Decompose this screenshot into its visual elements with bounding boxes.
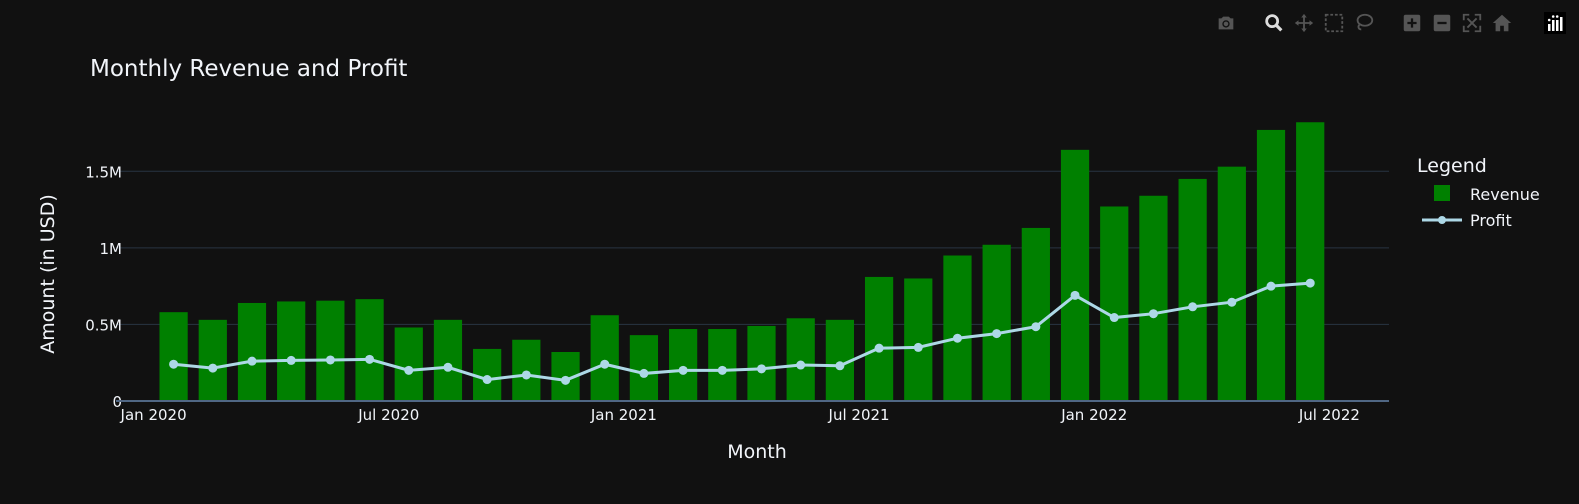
profit-point[interactable] (1188, 302, 1198, 312)
legend-revenue-swatch (1434, 185, 1450, 201)
y-tick-label: 1.5M (85, 163, 122, 181)
legend-item-revenue[interactable]: Revenue (1434, 185, 1540, 204)
revenue-bar[interactable] (159, 312, 188, 401)
x-tick-label: Jul 2021 (828, 406, 890, 424)
zoom-icon[interactable] (1259, 10, 1289, 36)
lasso-icon[interactable] (1349, 10, 1379, 36)
revenue-bar[interactable] (1178, 178, 1207, 401)
profit-point[interactable] (247, 356, 257, 366)
profit-point[interactable] (365, 354, 375, 364)
revenue-bar[interactable] (473, 348, 502, 401)
revenue-bar[interactable] (1021, 227, 1050, 401)
profit-line-path[interactable] (173, 281, 1311, 382)
profit-point[interactable] (600, 359, 610, 369)
profit-point[interactable] (1031, 322, 1041, 332)
x-axis-title: Month (727, 441, 787, 463)
revenue-bar[interactable] (708, 329, 737, 401)
profit-point[interactable] (443, 362, 453, 372)
legend-revenue-label: Revenue (1470, 185, 1540, 204)
revenue-bar[interactable] (198, 319, 227, 401)
profit-point[interactable] (678, 365, 688, 375)
revenue-bar[interactable] (943, 255, 972, 402)
profit-point[interactable] (1305, 278, 1315, 288)
chart-title: Monthly Revenue and Profit (90, 56, 407, 82)
plotly-logo-icon[interactable] (1543, 11, 1567, 35)
profit-point[interactable] (325, 355, 335, 365)
profit-point[interactable] (1266, 281, 1276, 291)
profit-point[interactable] (1148, 309, 1158, 319)
profit-point[interactable] (482, 375, 492, 385)
legend-item-profit[interactable]: Profit (1422, 211, 1512, 230)
profit-point[interactable] (561, 375, 571, 385)
revenue-bars[interactable] (159, 122, 1325, 402)
revenue-bar[interactable] (237, 302, 267, 401)
autoscale-icon[interactable] (1457, 10, 1487, 36)
x-tick-label: Jan 2022 (1060, 406, 1127, 424)
legend-profit-label: Profit (1470, 211, 1512, 230)
legend: Legend Revenue Profit (1417, 155, 1540, 230)
profit-point[interactable] (952, 333, 962, 343)
revenue-bar[interactable] (1060, 149, 1090, 401)
revenue-bar[interactable] (669, 329, 698, 401)
box-select-icon[interactable] (1319, 10, 1349, 36)
y-tick-label: 1M (100, 240, 123, 258)
x-tick-label: Jan 2021 (590, 406, 657, 424)
profit-line[interactable] (169, 278, 1315, 385)
revenue-bar[interactable] (786, 318, 815, 401)
profit-point[interactable] (835, 361, 845, 371)
pan-icon[interactable] (1289, 10, 1319, 36)
modebar (1193, 10, 1567, 36)
profit-point[interactable] (208, 363, 218, 373)
profit-point[interactable] (404, 365, 414, 375)
revenue-bar[interactable] (1100, 206, 1129, 401)
profit-point[interactable] (717, 365, 727, 375)
home-icon[interactable] (1487, 10, 1517, 36)
revenue-bar[interactable] (316, 300, 345, 401)
profit-point[interactable] (1227, 297, 1237, 307)
profit-point[interactable] (1109, 313, 1119, 323)
profit-point[interactable] (992, 329, 1002, 339)
revenue-bar[interactable] (1296, 122, 1325, 402)
profit-point[interactable] (639, 368, 649, 378)
x-tick-label: Jul 2020 (357, 406, 419, 424)
y-tick-label: 0.5M (85, 316, 122, 334)
profit-point[interactable] (521, 370, 531, 380)
revenue-bar[interactable] (904, 278, 933, 401)
revenue-bar[interactable] (277, 301, 306, 401)
revenue-bar[interactable] (1256, 129, 1286, 401)
camera-icon[interactable] (1211, 10, 1241, 36)
profit-point[interactable] (874, 343, 884, 353)
revenue-bar[interactable] (1139, 195, 1168, 401)
revenue-bar[interactable] (512, 339, 541, 401)
revenue-bar[interactable] (355, 299, 384, 401)
profit-point[interactable] (796, 360, 806, 370)
revenue-bar[interactable] (747, 325, 776, 401)
revenue-bar[interactable] (590, 315, 619, 401)
revenue-bar[interactable] (1217, 166, 1246, 401)
zoom-out-icon[interactable] (1427, 10, 1457, 36)
legend-title: Legend (1417, 155, 1487, 177)
profit-point[interactable] (757, 364, 766, 374)
revenue-bar[interactable] (433, 319, 463, 401)
zoom-in-icon[interactable] (1397, 10, 1427, 36)
profit-point[interactable] (1070, 290, 1080, 300)
revenue-bar[interactable] (982, 244, 1011, 401)
profit-point[interactable] (169, 359, 179, 369)
revenue-bar[interactable] (629, 335, 659, 401)
revenue-bar[interactable] (864, 276, 894, 401)
profit-point[interactable] (913, 342, 923, 352)
profit-point[interactable] (286, 355, 296, 365)
legend-profit-marker (1438, 216, 1446, 224)
revenue-bar[interactable] (394, 327, 423, 401)
x-tick-label: Jul 2022 (1298, 406, 1360, 424)
x-tick-label: Jan 2020 (120, 406, 187, 424)
y-axis-title: Amount (in USD) (37, 194, 59, 354)
